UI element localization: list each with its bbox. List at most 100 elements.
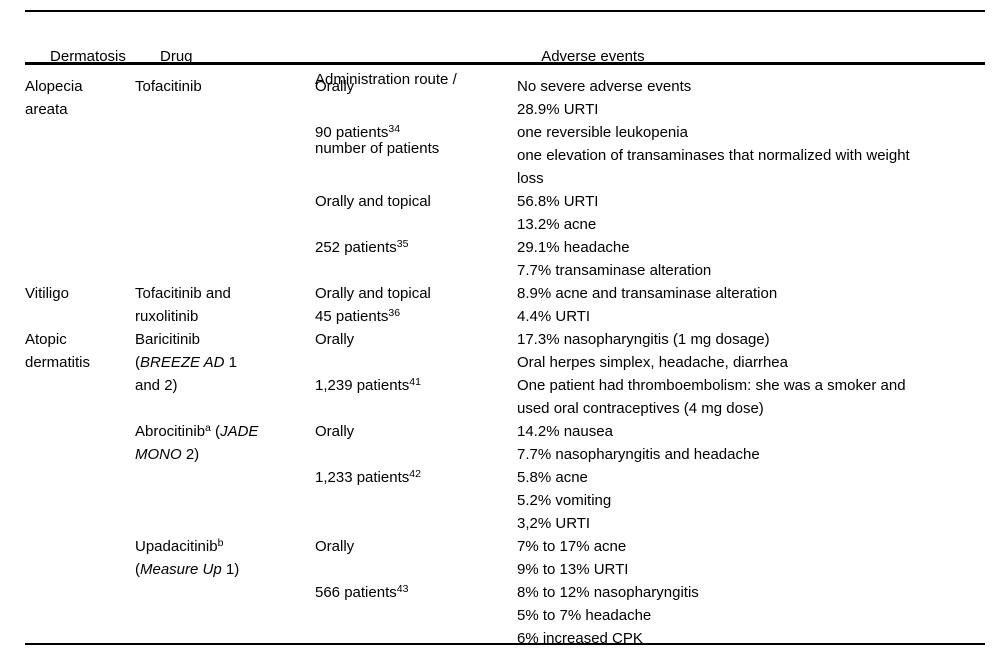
cell-dermatosis: [25, 213, 135, 236]
cell-drug: [135, 144, 315, 167]
cell-adverse-events: 8.9% acne and transaminase alteration: [517, 282, 985, 305]
cell-dermatosis: [25, 443, 135, 466]
cell-drug: [135, 98, 315, 121]
cell-route-patients: Orally and topical: [315, 282, 517, 305]
cell-route-patients: [315, 351, 517, 374]
cell-dermatosis: [25, 604, 135, 627]
table-line-row: (Measure Up 1) 9% to 13% URTI: [25, 558, 985, 581]
cell-route-patients: Orally: [315, 535, 517, 558]
table-line-row: Abrocitiniba (JADE Orally 14.2% nausea: [25, 420, 985, 443]
table-line-row: MONO 2) 7.7% nasopharyngitis and headache: [25, 443, 985, 466]
cell-text: 1): [221, 561, 240, 578]
cell-adverse-events: used oral contraceptives (4 mg dose): [517, 397, 985, 420]
cell-dermatosis: dermatitis: [25, 351, 135, 374]
cell-dermatosis: [25, 397, 135, 420]
cell-dermatosis: [25, 374, 135, 397]
table-top-rule: [25, 10, 985, 12]
cell-text: 45 patients: [315, 308, 389, 325]
cell-text: Alopecia: [25, 78, 83, 95]
cell-dermatosis: [25, 121, 135, 144]
cell-text: JADE: [220, 423, 259, 440]
cell-route-patients: [315, 397, 517, 420]
cell-text: areata: [25, 101, 68, 118]
cell-text: Orally and topical: [315, 193, 431, 210]
table-line-row: 5% to 7% headache: [25, 604, 985, 627]
table-line-row: 13.2% acne: [25, 213, 985, 236]
cell-drug: [135, 121, 315, 144]
cell-text: BREEZE AD: [140, 354, 225, 371]
cell-drug: [135, 581, 315, 604]
cell-text: Atopic: [25, 331, 67, 348]
cell-drug: [135, 466, 315, 489]
cell-text: 7.7% transaminase alteration: [517, 262, 712, 279]
cell-dermatosis: [25, 305, 135, 328]
reference-superscript: 34: [388, 123, 401, 135]
table-line-row: Vitiligo Tofacitinib and Orally and topica…: [25, 282, 985, 305]
cell-text: 17.3% nasopharyngitis (1 mg dosage): [517, 331, 770, 348]
cell-adverse-events: 28.9% URTI: [517, 98, 985, 121]
cell-adverse-events: 7.7% transaminase alteration: [517, 259, 985, 282]
cell-drug: (Measure Up 1): [135, 558, 315, 581]
cell-drug: and 2): [135, 374, 315, 397]
cell-text: 8% to 12% nasopharyngitis: [517, 584, 699, 601]
cell-drug: [135, 213, 315, 236]
cell-route-patients: [315, 558, 517, 581]
cell-adverse-events: 5.8% acne: [517, 466, 985, 489]
cell-adverse-events: 5% to 7% headache: [517, 604, 985, 627]
cell-drug: Upadacitinibb: [135, 535, 315, 558]
cell-text: No severe adverse events: [517, 78, 692, 95]
cell-route-patients: [315, 213, 517, 236]
header-adverse-events-label: Adverse events: [541, 48, 645, 65]
table-line-row: used oral contraceptives (4 mg dose): [25, 397, 985, 420]
cell-route-patients: [315, 98, 517, 121]
cell-text: Oral herpes simplex, headache, diarrhea: [517, 354, 788, 371]
cell-text: 5.2% vomiting: [517, 492, 612, 509]
cell-text: Orally: [315, 423, 355, 440]
cell-route-patients: [315, 443, 517, 466]
table-line-row: 7.7% transaminase alteration: [25, 259, 985, 282]
cell-drug: [135, 604, 315, 627]
cell-text: dermatitis: [25, 354, 91, 371]
cell-adverse-events: 6% increased CPK: [517, 627, 985, 650]
reference-superscript: 43: [396, 583, 409, 595]
cell-route-patients: [315, 512, 517, 535]
table-header-rule: [25, 62, 985, 65]
cell-text: loss: [517, 170, 544, 187]
cell-text: (: [210, 423, 221, 440]
cell-route-patients: [315, 144, 517, 167]
cell-adverse-events: One patient had thromboembolism: she was…: [517, 374, 985, 397]
table-body: Alopecia Tofacitinib Orally No severe adver…: [25, 75, 985, 650]
cell-text: one reversible leukopenia: [517, 124, 688, 141]
cell-adverse-events: 4.4% URTI: [517, 305, 985, 328]
table-line-row: dermatitis (BREEZE AD 1 Oral herpes simple…: [25, 351, 985, 374]
header-drug: Drug: [135, 22, 315, 206]
cell-dermatosis: [25, 581, 135, 604]
cell-text: Baricitinib: [135, 331, 201, 348]
header-dermatosis: Dermatosis: [25, 22, 135, 206]
table-line-row: ruxolitinib 45 patients36 4.4% URTI: [25, 305, 985, 328]
cell-route-patients: 252 patients35: [315, 236, 517, 259]
cell-route-patients: [315, 259, 517, 282]
cell-adverse-events: 3,2% URTI: [517, 512, 985, 535]
cell-drug: Tofacitinib: [135, 75, 315, 98]
table-line-row: one elevation of transaminases that norm…: [25, 144, 985, 167]
cell-adverse-events: 13.2% acne: [517, 213, 985, 236]
cell-drug: (BREEZE AD 1: [135, 351, 315, 374]
adverse-events-table: Dermatosis Drug Administration route / n…: [25, 0, 985, 662]
cell-route-patients: 1,239 patients41: [315, 374, 517, 397]
cell-text: Orally and topical: [315, 285, 431, 302]
cell-text: MONO: [135, 446, 182, 463]
cell-adverse-events: loss: [517, 167, 985, 190]
cell-drug: [135, 512, 315, 535]
cell-dermatosis: [25, 512, 135, 535]
cell-route-patients: [315, 489, 517, 512]
cell-dermatosis: [25, 466, 135, 489]
cell-text: Vitiligo: [25, 285, 69, 302]
cell-dermatosis: [25, 558, 135, 581]
cell-route-patients: [315, 627, 517, 650]
cell-dermatosis: Vitiligo: [25, 282, 135, 305]
cell-drug: Abrocitiniba (JADE: [135, 420, 315, 443]
cell-text: Orally: [315, 78, 355, 95]
cell-drug: [135, 190, 315, 213]
table-line-row: Orally and topical 56.8% URTI: [25, 190, 985, 213]
